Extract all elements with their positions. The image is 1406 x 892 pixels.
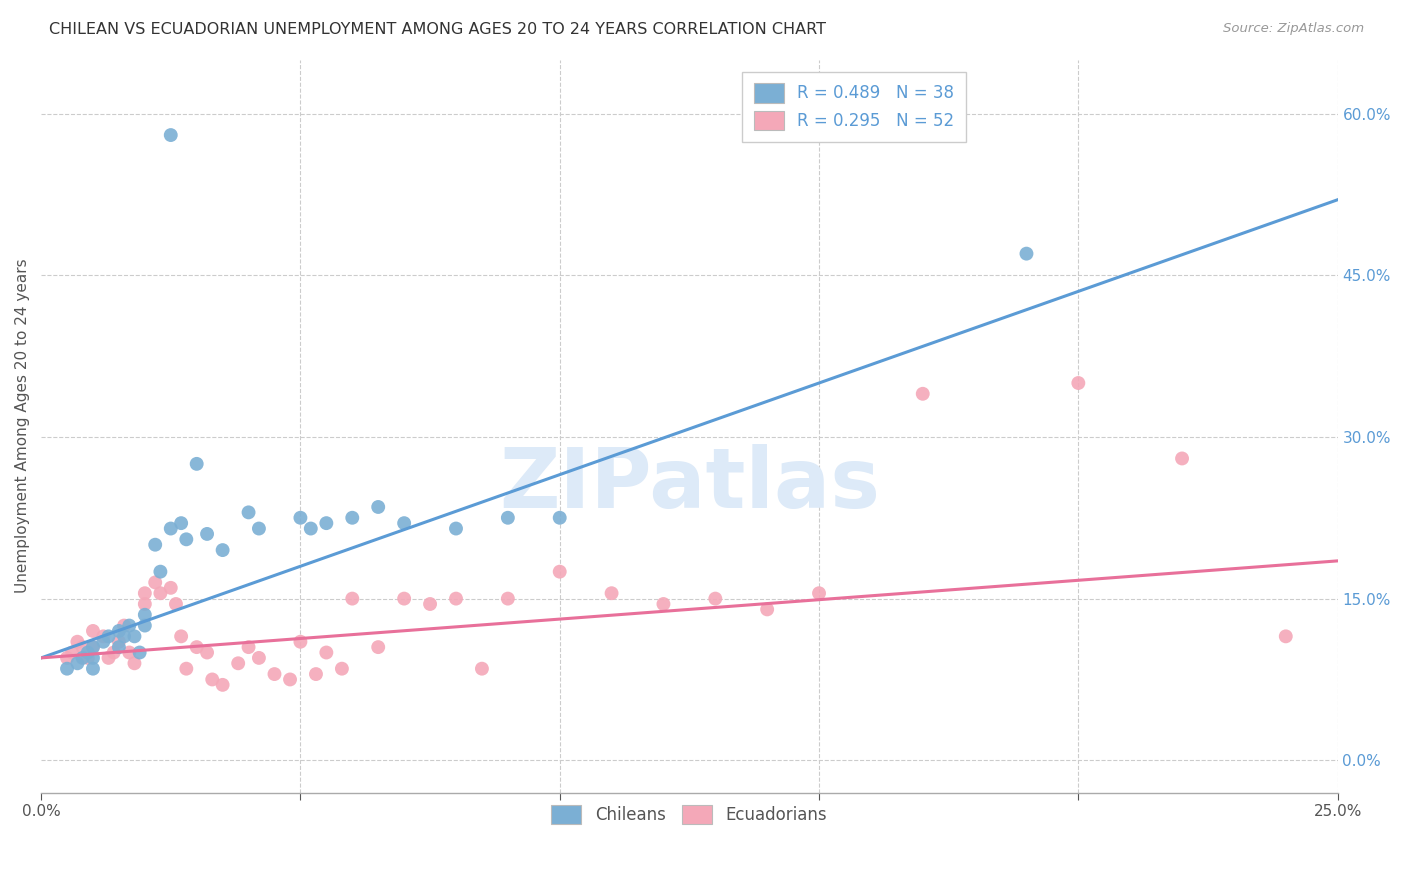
- Point: [704, 591, 727, 606]
- Point: [1274, 629, 1296, 643]
- Point: [211, 678, 233, 692]
- Point: [211, 543, 233, 558]
- Point: [444, 591, 467, 606]
- Point: [93, 629, 115, 643]
- Point: [652, 597, 675, 611]
- Point: [124, 629, 146, 643]
- Point: [471, 662, 494, 676]
- Point: [108, 640, 131, 654]
- Point: [496, 591, 519, 606]
- Point: [548, 510, 571, 524]
- Point: [165, 597, 187, 611]
- Point: [159, 522, 181, 536]
- Point: [548, 565, 571, 579]
- Point: [112, 618, 135, 632]
- Point: [103, 646, 125, 660]
- Point: [247, 522, 270, 536]
- Point: [134, 607, 156, 622]
- Point: [600, 586, 623, 600]
- Point: [76, 651, 98, 665]
- Point: [82, 651, 104, 665]
- Point: [392, 516, 415, 530]
- Legend: Chileans, Ecuadorians: Chileans, Ecuadorians: [540, 793, 839, 836]
- Point: [134, 618, 156, 632]
- Point: [305, 667, 328, 681]
- Point: [238, 505, 260, 519]
- Point: [143, 575, 166, 590]
- Point: [93, 634, 115, 648]
- Point: [56, 662, 79, 676]
- Point: [149, 565, 172, 579]
- Point: [170, 629, 193, 643]
- Point: [76, 646, 98, 660]
- Point: [756, 602, 779, 616]
- Point: [186, 640, 208, 654]
- Point: [392, 591, 415, 606]
- Point: [60, 646, 83, 660]
- Point: [1171, 451, 1194, 466]
- Point: [82, 640, 104, 654]
- Point: [66, 634, 89, 648]
- Point: [72, 651, 94, 665]
- Point: [118, 646, 141, 660]
- Point: [201, 673, 224, 687]
- Y-axis label: Unemployment Among Ages 20 to 24 years: Unemployment Among Ages 20 to 24 years: [15, 259, 30, 593]
- Point: [72, 640, 94, 654]
- Point: [367, 500, 389, 514]
- Point: [56, 651, 79, 665]
- Point: [195, 527, 218, 541]
- Point: [176, 533, 198, 547]
- Point: [496, 510, 519, 524]
- Point: [149, 586, 172, 600]
- Point: [444, 522, 467, 536]
- Point: [419, 597, 441, 611]
- Point: [82, 662, 104, 676]
- Point: [808, 586, 831, 600]
- Point: [128, 646, 150, 660]
- Point: [186, 457, 208, 471]
- Point: [112, 629, 135, 643]
- Point: [299, 522, 322, 536]
- Point: [108, 634, 131, 648]
- Point: [911, 386, 934, 401]
- Point: [315, 646, 337, 660]
- Point: [143, 538, 166, 552]
- Point: [342, 510, 364, 524]
- Point: [290, 634, 312, 648]
- Text: ZIPatlas: ZIPatlas: [499, 444, 880, 525]
- Point: [159, 128, 181, 142]
- Point: [263, 667, 285, 681]
- Point: [290, 510, 312, 524]
- Point: [330, 662, 353, 676]
- Point: [195, 646, 218, 660]
- Point: [226, 657, 249, 671]
- Point: [118, 618, 141, 632]
- Point: [176, 662, 198, 676]
- Point: [82, 640, 104, 654]
- Point: [247, 651, 270, 665]
- Point: [134, 597, 156, 611]
- Point: [134, 586, 156, 600]
- Point: [124, 657, 146, 671]
- Point: [1015, 246, 1038, 260]
- Point: [170, 516, 193, 530]
- Point: [1067, 376, 1090, 390]
- Point: [159, 581, 181, 595]
- Point: [238, 640, 260, 654]
- Point: [342, 591, 364, 606]
- Point: [315, 516, 337, 530]
- Point: [278, 673, 301, 687]
- Point: [97, 651, 120, 665]
- Text: CHILEAN VS ECUADORIAN UNEMPLOYMENT AMONG AGES 20 TO 24 YEARS CORRELATION CHART: CHILEAN VS ECUADORIAN UNEMPLOYMENT AMONG…: [49, 22, 827, 37]
- Point: [97, 629, 120, 643]
- Text: Source: ZipAtlas.com: Source: ZipAtlas.com: [1223, 22, 1364, 36]
- Point: [367, 640, 389, 654]
- Point: [108, 624, 131, 638]
- Point: [66, 657, 89, 671]
- Point: [82, 624, 104, 638]
